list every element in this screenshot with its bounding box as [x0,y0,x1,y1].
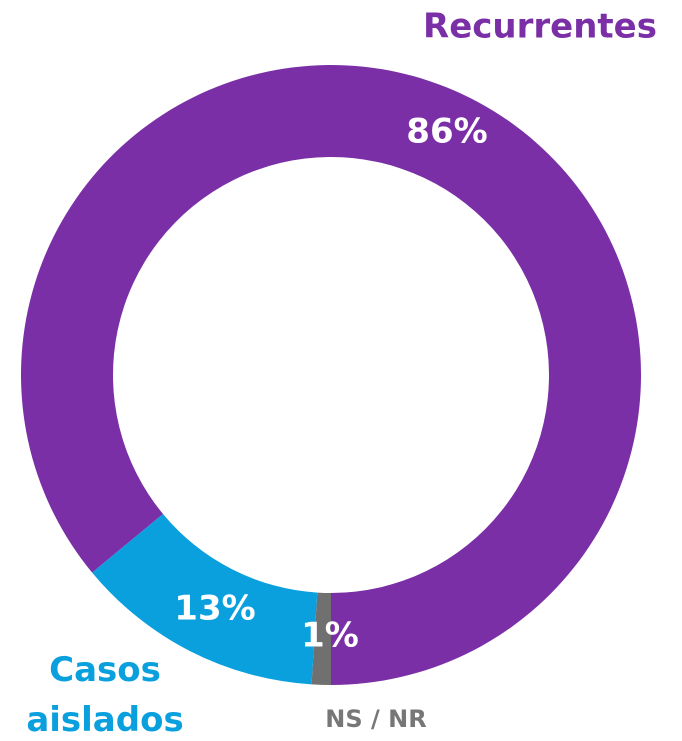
donut-segment [92,513,318,685]
donut-segment [311,592,331,685]
legend-label: Recurrentes [423,7,657,47]
data-label: 86% [406,112,487,152]
data-label: 1% [301,616,359,656]
legend-label: NS / NR [325,705,426,733]
data-label: 13% [174,589,255,629]
donut-segment [20,65,641,686]
legend-label: Casos aislados [26,650,184,740]
